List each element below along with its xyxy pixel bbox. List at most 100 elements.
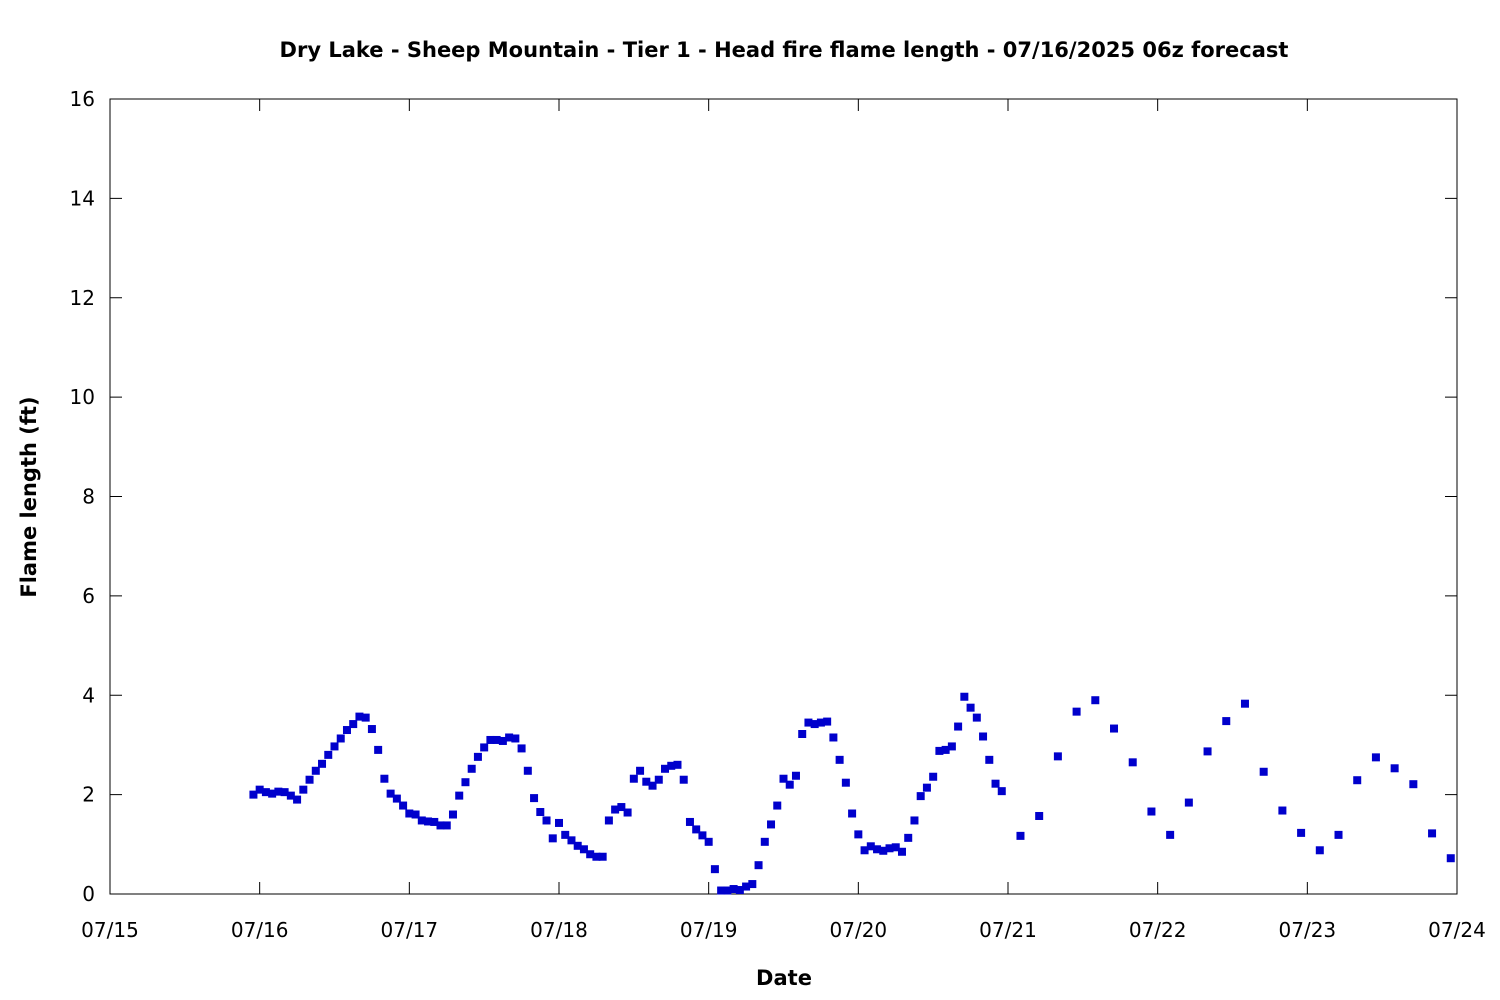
x-tick-label: 07/18 xyxy=(530,918,588,942)
y-axis-label: Flame length (ft) xyxy=(17,396,41,597)
data-point xyxy=(555,818,563,827)
data-point xyxy=(692,825,701,834)
data-point xyxy=(885,844,894,853)
data-point xyxy=(305,775,314,784)
data-point xyxy=(355,712,364,721)
data-point xyxy=(280,788,289,797)
data-point xyxy=(1428,829,1437,838)
data-point xyxy=(979,732,988,741)
data-points xyxy=(249,692,1455,895)
data-point xyxy=(330,742,339,751)
data-point xyxy=(1203,747,1212,756)
data-point xyxy=(579,845,588,854)
data-point xyxy=(480,743,489,752)
data-point xyxy=(299,785,308,794)
data-point xyxy=(1110,724,1119,733)
data-point xyxy=(642,777,651,786)
x-tick-label: 07/17 xyxy=(381,918,439,942)
data-point xyxy=(679,775,688,784)
data-point xyxy=(985,755,994,764)
data-point xyxy=(1184,798,1193,807)
chart-title: Dry Lake - Sheep Mountain - Tier 1 - Hea… xyxy=(280,38,1289,62)
data-point xyxy=(249,790,258,799)
data-point xyxy=(710,865,719,874)
data-point xyxy=(523,766,532,775)
y-tick-label: 2 xyxy=(82,783,95,807)
data-point xyxy=(754,861,763,870)
data-point xyxy=(1259,767,1268,776)
data-point xyxy=(324,750,333,759)
data-point xyxy=(873,845,882,854)
data-point xyxy=(380,774,389,783)
data-point xyxy=(1334,830,1343,839)
data-point xyxy=(735,886,744,895)
data-point xyxy=(673,760,682,769)
data-point xyxy=(798,730,807,739)
data-point xyxy=(611,805,620,814)
data-point xyxy=(255,785,264,794)
data-point xyxy=(604,816,613,825)
data-point xyxy=(904,833,913,842)
data-point xyxy=(916,792,925,801)
x-tick-label: 07/15 xyxy=(81,918,139,942)
data-point xyxy=(336,734,345,743)
data-point xyxy=(542,816,551,825)
y-tick-label: 14 xyxy=(70,186,95,210)
data-point xyxy=(1072,707,1081,716)
data-point xyxy=(467,764,476,773)
data-point xyxy=(461,778,470,787)
data-point xyxy=(835,755,844,764)
data-point xyxy=(436,821,445,830)
data-point xyxy=(773,801,782,810)
x-tick-label: 07/23 xyxy=(1279,918,1337,942)
data-point xyxy=(791,771,800,780)
data-point xyxy=(748,880,757,889)
data-point xyxy=(972,713,981,722)
data-point xyxy=(448,810,457,819)
data-point xyxy=(1390,764,1399,773)
data-point xyxy=(1128,758,1137,767)
data-point xyxy=(1371,753,1380,762)
data-point xyxy=(810,720,819,729)
data-point xyxy=(860,846,869,855)
data-point xyxy=(854,830,863,839)
data-point xyxy=(891,843,900,852)
data-point xyxy=(1166,830,1175,839)
data-point xyxy=(966,703,975,712)
y-tick-label: 6 xyxy=(82,584,95,608)
data-point xyxy=(274,787,283,796)
data-point xyxy=(841,778,850,787)
data-point xyxy=(954,722,963,731)
data-point xyxy=(561,830,570,839)
data-point xyxy=(717,886,726,895)
data-point xyxy=(897,847,906,856)
data-point xyxy=(349,720,358,729)
data-point xyxy=(293,795,302,804)
data-point xyxy=(311,766,320,775)
data-point xyxy=(486,735,495,744)
data-point xyxy=(1240,699,1249,708)
data-point xyxy=(517,744,526,753)
x-tick-label: 07/16 xyxy=(231,918,289,942)
x-tick-label: 07/24 xyxy=(1428,918,1486,942)
data-point xyxy=(910,816,919,825)
x-tick-label: 07/22 xyxy=(1129,918,1187,942)
y-tick-label: 12 xyxy=(70,286,95,310)
data-point xyxy=(586,850,595,859)
y-tick-label: 8 xyxy=(82,485,95,509)
y-tick-label: 16 xyxy=(70,87,95,111)
data-point xyxy=(361,713,370,722)
data-point xyxy=(997,787,1006,796)
data-point xyxy=(879,846,888,855)
data-point xyxy=(991,779,1000,788)
data-point xyxy=(1222,717,1231,726)
data-point xyxy=(648,781,657,790)
x-axis-label: Date xyxy=(756,966,812,990)
data-point xyxy=(268,789,277,798)
data-point xyxy=(816,718,825,727)
data-point xyxy=(661,764,670,773)
data-point xyxy=(405,809,414,818)
data-point xyxy=(723,886,732,895)
data-point xyxy=(922,783,931,792)
